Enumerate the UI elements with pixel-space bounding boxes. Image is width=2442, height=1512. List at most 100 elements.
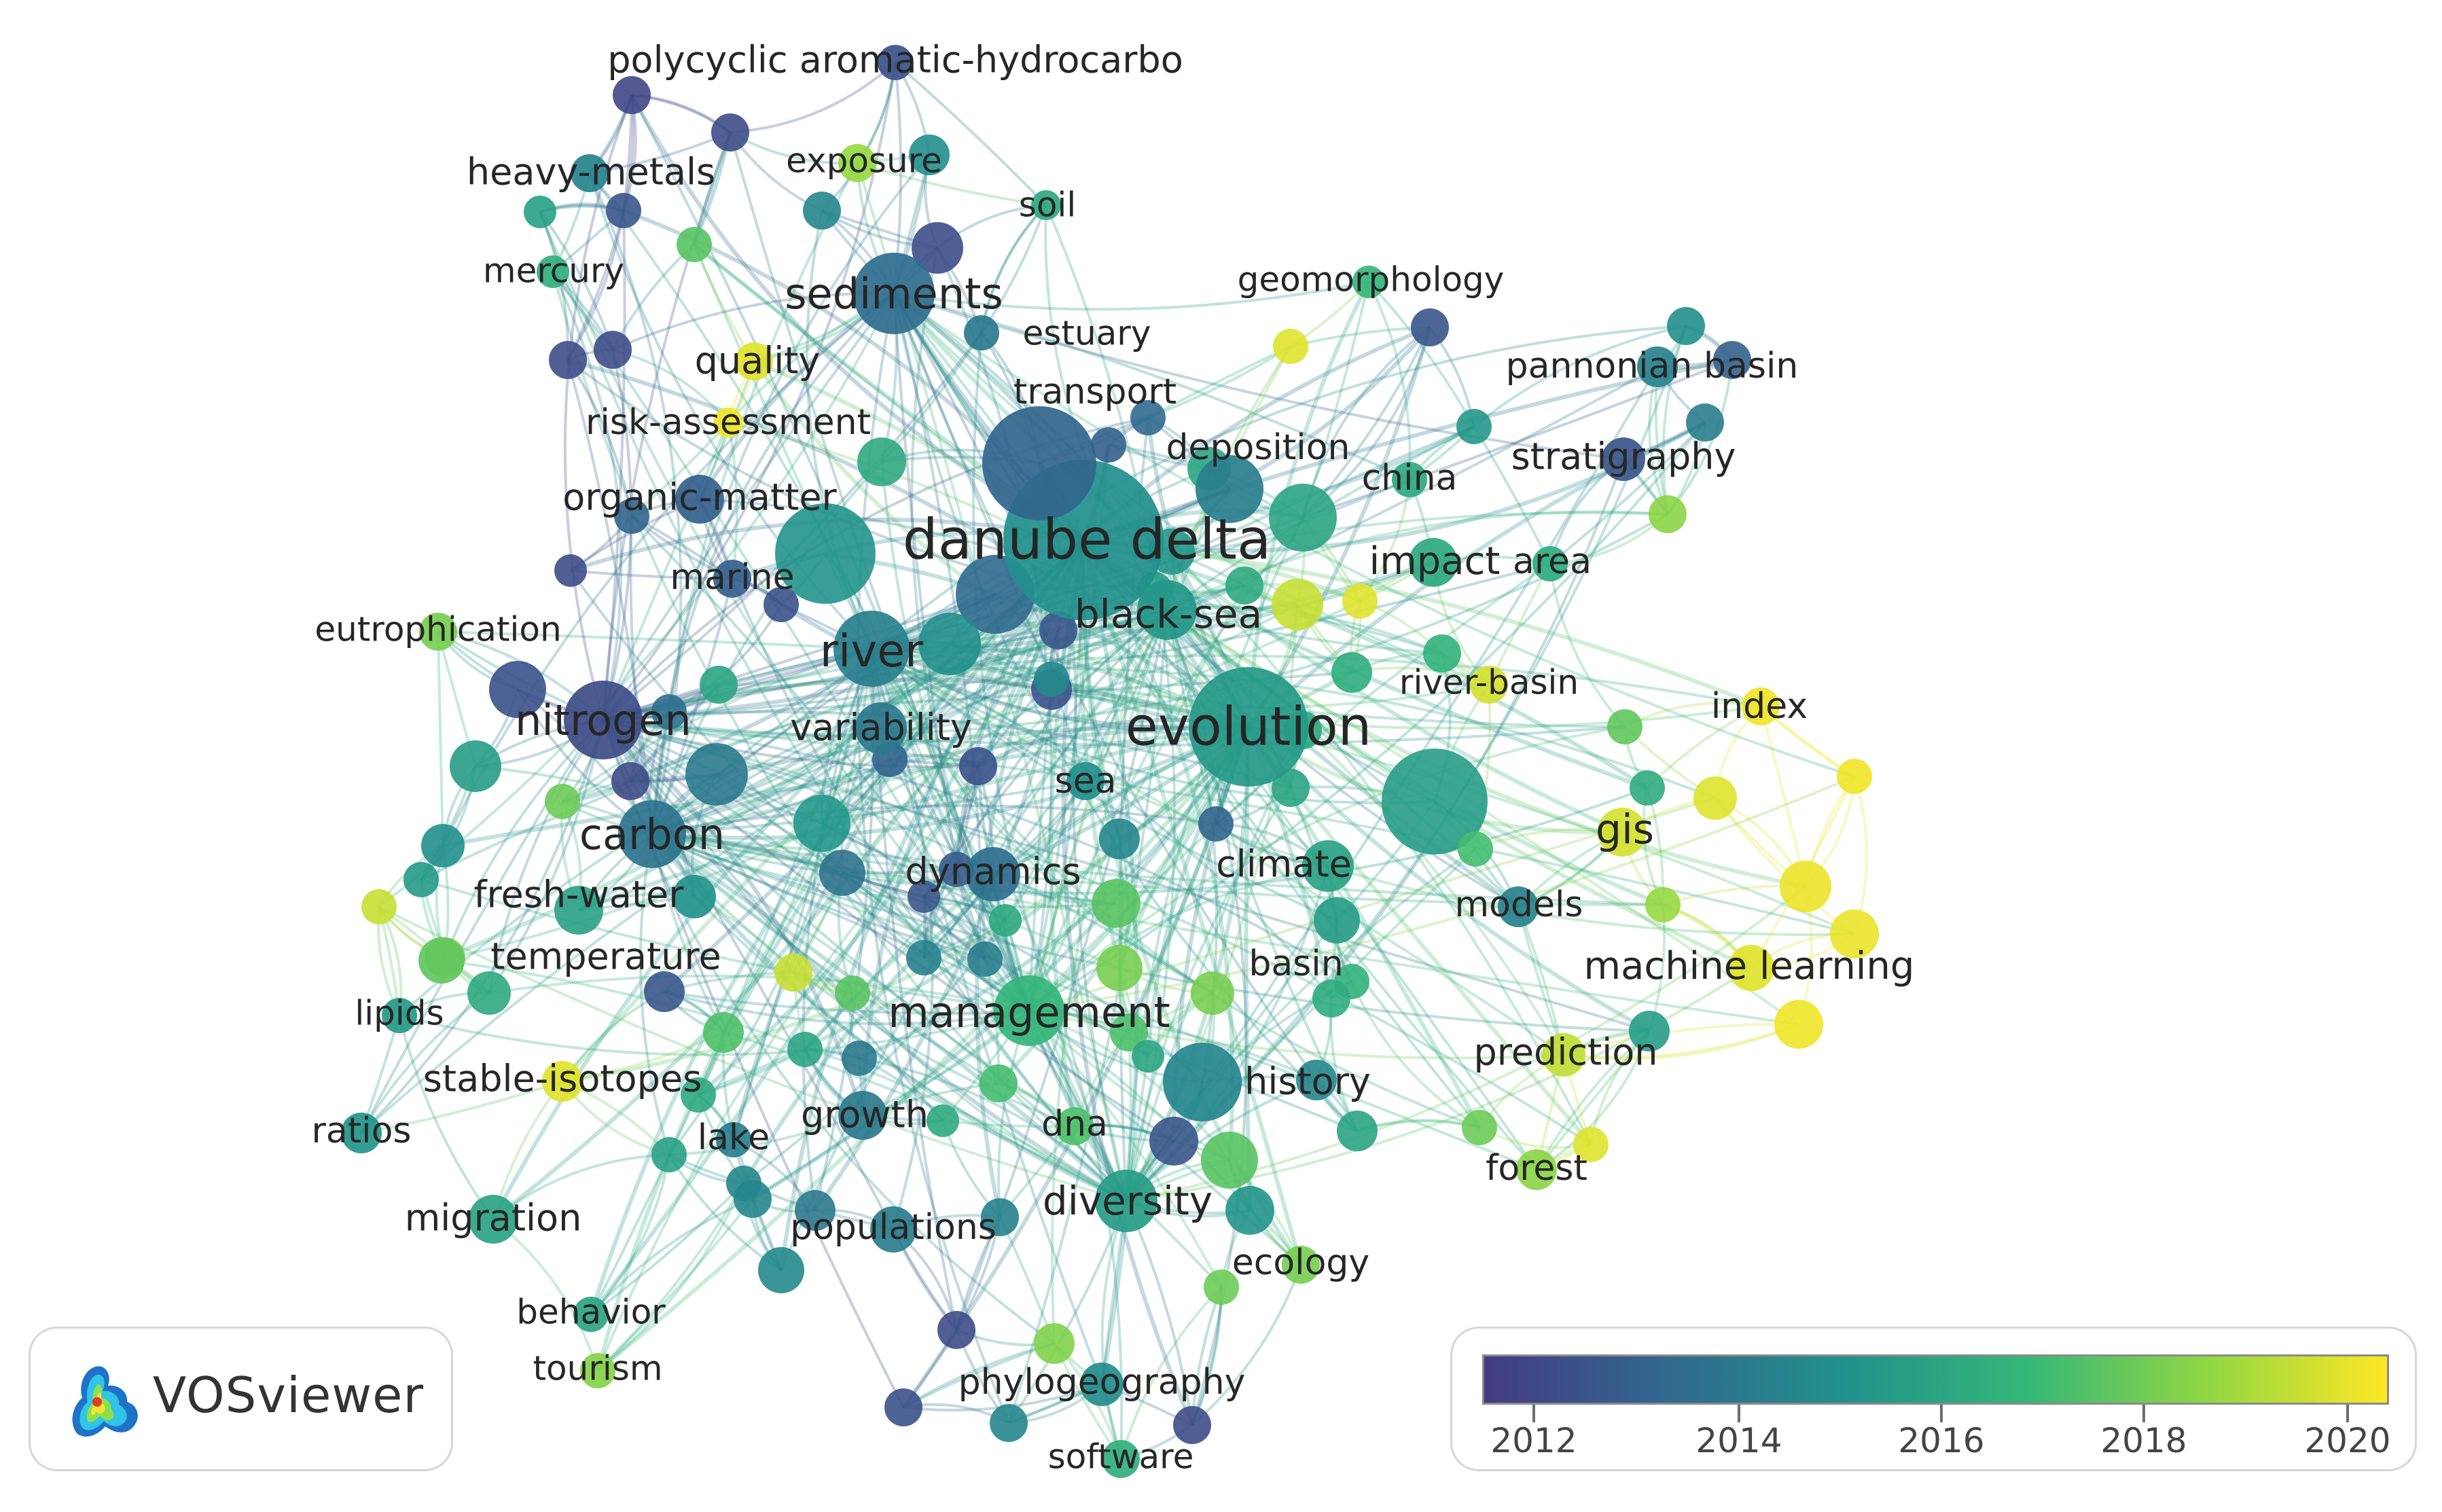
keyword-node-unlabeled[interactable] [1191, 971, 1234, 1015]
keyword-label-tourism[interactable]: tourism [533, 1349, 662, 1388]
keyword-node-diversity[interactable] [1095, 1170, 1157, 1232]
keyword-node-basin[interactable] [1314, 897, 1360, 943]
keyword-node-unlabeled[interactable] [554, 886, 603, 935]
keyword-node-china[interactable] [1392, 462, 1427, 497]
keyword-node-unlabeled[interactable] [1629, 1011, 1670, 1051]
keyword-label-quality[interactable]: quality [695, 340, 821, 382]
keyword-node-unlabeled[interactable] [644, 971, 685, 1012]
keyword-node-unlabeled[interactable] [1382, 749, 1488, 854]
keyword-label-populations[interactable]: populations [790, 1207, 996, 1248]
keyword-node-unlabeled[interactable] [614, 499, 649, 534]
keyword-node-pannonian-basin[interactable] [1637, 346, 1678, 387]
keyword-node-ecology[interactable] [1282, 1246, 1320, 1284]
keyword-label-river-basin[interactable]: river-basin [1399, 663, 1579, 702]
keyword-node-ratios[interactable] [341, 1113, 382, 1153]
keyword-node-unlabeled[interactable] [1774, 1000, 1823, 1049]
keyword-node-unlabeled[interactable] [1110, 1013, 1148, 1051]
keyword-node-fresh-water[interactable] [672, 875, 716, 918]
keyword-label-transport[interactable]: transport [1013, 372, 1177, 412]
keyword-node-unlabeled[interactable] [803, 192, 841, 230]
keyword-label-index[interactable]: index [1711, 686, 1808, 727]
keyword-label-soil[interactable]: soil [1019, 185, 1076, 225]
keyword-node-exposure[interactable] [838, 144, 876, 182]
keyword-label-river[interactable]: river [820, 625, 924, 677]
keyword-node-risk-assessment[interactable] [713, 408, 743, 437]
keyword-node-unlabeled[interactable] [1099, 818, 1140, 859]
keyword-node-migration[interactable] [469, 1195, 518, 1244]
keyword-node-unlabeled[interactable] [681, 1077, 716, 1113]
keyword-node-unlabeled[interactable] [1780, 861, 1831, 912]
keyword-label-behavior[interactable]: behavior [516, 1293, 666, 1332]
keyword-label-polycyclic-aromatic-hydrocarbo[interactable]: polycyclic aromatic-hydrocarbo [607, 39, 1183, 82]
keyword-node-unlabeled[interactable] [700, 666, 738, 704]
keyword-node-estuary[interactable] [964, 315, 999, 350]
keyword-node-unlabeled[interactable] [1201, 1132, 1258, 1189]
keyword-node-unlabeled[interactable] [1096, 945, 1143, 991]
keyword-node-unlabeled[interactable] [1837, 759, 1872, 794]
keyword-node-temperature[interactable] [418, 937, 465, 984]
keyword-node-unlabeled[interactable] [1667, 307, 1705, 345]
keyword-node-behavior[interactable] [573, 1297, 609, 1332]
keyword-label-models[interactable]: models [1454, 884, 1583, 925]
keyword-node-geomorphology[interactable] [1352, 266, 1385, 298]
keyword-node-unlabeled[interactable] [613, 76, 651, 114]
keyword-node-unlabeled[interactable] [685, 743, 748, 806]
keyword-label-exposure[interactable]: exposure [786, 141, 942, 181]
keyword-node-climate[interactable] [1302, 840, 1354, 892]
keyword-label-nitrogen[interactable]: nitrogen [515, 696, 692, 745]
keyword-node-growth[interactable] [838, 1091, 887, 1140]
keyword-node-machine-learning[interactable] [1728, 945, 1774, 991]
keyword-node-organic-matter[interactable] [675, 475, 724, 524]
keyword-label-deposition[interactable]: deposition [1166, 427, 1350, 468]
keyword-node-unlabeled[interactable] [1337, 1111, 1378, 1151]
keyword-node-impact[interactable] [1409, 538, 1458, 587]
keyword-label-marine[interactable]: marine [670, 557, 794, 598]
keyword-node-unlabeled[interactable] [758, 1247, 804, 1293]
keyword-node-lipids[interactable] [382, 998, 417, 1033]
keyword-node-unlabeled[interactable] [467, 971, 511, 1015]
keyword-node-unlabeled[interactable] [1273, 329, 1308, 364]
keyword-label-lipids[interactable]: lipids [355, 994, 444, 1033]
keyword-label-black-sea[interactable]: black-sea [1075, 591, 1262, 637]
keyword-node-unlabeled[interactable] [1342, 583, 1378, 619]
keyword-label-area[interactable]: area [1513, 541, 1592, 582]
keyword-label-heavy-metals[interactable]: heavy-metals [467, 151, 715, 194]
keyword-node-unlabeled[interactable] [1034, 662, 1069, 697]
keyword-node-forest[interactable] [1516, 1149, 1557, 1190]
keyword-node-unlabeled[interactable] [450, 740, 501, 792]
keyword-label-forest[interactable]: forest [1486, 1148, 1587, 1189]
keyword-label-estuary[interactable]: estuary [1023, 314, 1151, 353]
keyword-label-machine-learning[interactable]: machine learning [1584, 944, 1915, 988]
keyword-label-china[interactable]: china [1362, 458, 1458, 499]
keyword-node-populations[interactable] [870, 1206, 916, 1253]
keyword-label-software[interactable]: software [1048, 1437, 1194, 1477]
keyword-node-unlabeled[interactable] [1149, 1117, 1198, 1166]
keyword-node-models[interactable] [1498, 886, 1539, 927]
keyword-node-unlabeled[interactable] [1458, 831, 1493, 867]
keyword-node-unlabeled[interactable] [927, 1104, 959, 1137]
keyword-label-migration[interactable]: migration [405, 1197, 582, 1240]
keyword-node-unlabeled[interactable] [1423, 634, 1461, 672]
keyword-node-unlabeled[interactable] [884, 1388, 922, 1426]
keyword-node-unlabeled[interactable] [1686, 403, 1724, 442]
keyword-node-unlabeled[interactable] [819, 850, 865, 896]
keyword-label-fresh-water[interactable]: fresh-water [474, 874, 685, 916]
keyword-node-dynamics[interactable] [966, 847, 1020, 901]
keyword-node-unlabeled[interactable] [906, 940, 941, 975]
keyword-node-nitrogen[interactable] [564, 681, 643, 759]
keyword-node-history[interactable] [1163, 1043, 1242, 1121]
keyword-label-phylogeography[interactable]: phylogeography [958, 1362, 1246, 1403]
keyword-label-prediction[interactable]: prediction [1474, 1031, 1658, 1074]
keyword-node-unlabeled[interactable] [554, 554, 587, 587]
keyword-node-unlabeled[interactable] [835, 975, 870, 1011]
keyword-node-sea[interactable] [1066, 762, 1105, 800]
keyword-node-unlabeled[interactable] [361, 889, 397, 924]
keyword-label-impact[interactable]: impact [1369, 539, 1501, 583]
keyword-node-stratigraphy[interactable] [1602, 437, 1645, 481]
keyword-node-unlabeled[interactable] [594, 331, 632, 369]
keyword-label-ratios[interactable]: ratios [312, 1111, 412, 1151]
keyword-label-basin[interactable]: basin [1249, 943, 1343, 984]
keyword-node-unlabeled[interactable] [1645, 887, 1681, 922]
keyword-node-unlabeled[interactable] [857, 437, 906, 486]
keyword-node-sediments[interactable] [853, 253, 935, 334]
